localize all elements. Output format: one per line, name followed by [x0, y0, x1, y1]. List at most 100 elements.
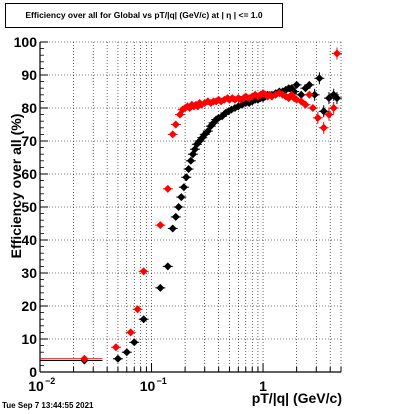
marker [163, 262, 172, 271]
marker [168, 130, 177, 139]
axes [39, 41, 342, 373]
marker [324, 110, 333, 119]
marker [168, 224, 177, 233]
marker [171, 120, 180, 129]
data-point [125, 328, 136, 337]
y-tick-label: 10 [21, 331, 37, 347]
marker [329, 104, 338, 112]
x-tick-label: 1 [259, 378, 267, 394]
data-point [312, 111, 323, 124]
data-point [170, 212, 181, 221]
data-point [162, 262, 173, 271]
data-point [173, 203, 184, 211]
data-point [304, 80, 315, 89]
marker [308, 104, 317, 112]
data-points [40, 47, 342, 365]
marker [301, 100, 310, 109]
marker [156, 283, 165, 292]
chart-title: Efficiency over all for Global vs pT/|q|… [5, 3, 283, 28]
data-point [178, 183, 189, 192]
marker [305, 90, 314, 99]
data-point [286, 90, 297, 99]
data-point [138, 267, 149, 276]
marker [156, 221, 165, 230]
data-point [318, 121, 329, 134]
marker [139, 267, 148, 276]
marker [126, 328, 135, 337]
y-tick-label: 80 [21, 100, 37, 116]
data-point [318, 105, 329, 118]
y-tick-label: 70 [21, 133, 37, 149]
marker [184, 165, 193, 174]
marker [111, 343, 120, 352]
data-point [129, 338, 140, 347]
marker [305, 80, 314, 89]
data-point [155, 221, 166, 230]
y-axis-label: Efficiency over all (%) [8, 113, 24, 259]
data-point [331, 47, 342, 60]
x-tick-label: 10 [140, 378, 156, 394]
data-point [167, 130, 178, 139]
timestamp: Tue Sep 7 13:44:55 2021 [2, 401, 94, 410]
marker [174, 203, 183, 211]
data-point [181, 173, 192, 182]
data-point [307, 104, 318, 112]
x-tick-exponent: −2 [45, 376, 55, 386]
marker [332, 94, 341, 103]
marker [133, 305, 142, 314]
data-point [309, 88, 320, 101]
y-tick-label: 30 [21, 265, 37, 281]
marker [315, 74, 324, 83]
data-point [132, 305, 143, 314]
data-point [121, 348, 132, 357]
y-tick-label: 20 [21, 298, 37, 314]
data-point [314, 72, 325, 85]
marker [182, 173, 191, 182]
y-tick-label: 50 [21, 199, 37, 215]
marker [80, 354, 89, 363]
data-point [331, 92, 342, 105]
marker [186, 156, 195, 165]
data-point [112, 354, 123, 363]
data-point [167, 224, 178, 233]
marker [130, 338, 139, 347]
marker [171, 212, 180, 221]
marker [310, 90, 319, 99]
marker [122, 348, 131, 357]
data-point [323, 108, 334, 121]
data-point [328, 102, 339, 114]
x-tick-exponent: −1 [157, 376, 167, 386]
data-point [40, 354, 103, 363]
data-point [300, 100, 311, 109]
data-point [185, 156, 196, 165]
data-point [110, 343, 121, 352]
marker [113, 354, 122, 363]
data-point [323, 92, 334, 105]
y-tick-label: 90 [21, 67, 37, 83]
marker [139, 315, 148, 324]
marker [319, 123, 328, 132]
data-point [162, 184, 173, 193]
marker [319, 107, 328, 116]
x-axis-label: pT/|q| (GeV/c) [251, 390, 342, 406]
y-tick-label: 100 [14, 34, 38, 50]
marker [163, 184, 172, 193]
marker [324, 94, 333, 103]
y-tick-label: 0 [29, 364, 37, 380]
marker [177, 193, 186, 202]
data-point [304, 90, 315, 99]
y-tick-label: 60 [21, 166, 37, 182]
data-point [183, 165, 194, 174]
y-tick-label: 40 [21, 232, 37, 248]
data-point [291, 80, 302, 89]
marker [179, 183, 188, 192]
marker [297, 90, 306, 99]
marker [313, 113, 322, 122]
marker [292, 80, 301, 89]
marker [332, 49, 341, 58]
data-point [170, 120, 181, 129]
data-point [155, 283, 166, 292]
x-tick-label: 10 [28, 378, 44, 394]
data-point [138, 315, 149, 324]
